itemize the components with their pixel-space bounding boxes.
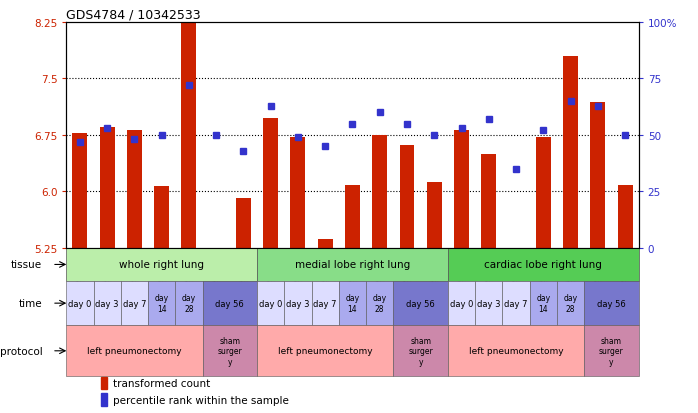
Text: day 56: day 56 [406, 299, 435, 308]
Bar [148, 281, 175, 326]
Bar [209, 249, 223, 251]
Text: day
14: day 14 [155, 294, 169, 313]
Text: day 7: day 7 [123, 299, 146, 308]
Text: day 56: day 56 [216, 299, 244, 308]
Text: left pneumonectomy: left pneumonectomy [87, 347, 181, 356]
Bar [257, 326, 394, 376]
Text: sham
surger
y: sham surger y [408, 336, 433, 366]
Text: whole right lung: whole right lung [119, 260, 205, 270]
Bar [482, 154, 496, 249]
Text: day 0: day 0 [450, 299, 473, 308]
Text: day 7: day 7 [504, 299, 528, 308]
Bar [73, 134, 87, 249]
Bar [181, 15, 196, 249]
Bar [284, 281, 311, 326]
Text: day 56: day 56 [597, 299, 626, 308]
Bar [448, 249, 639, 281]
Text: day
28: day 28 [563, 294, 577, 313]
Text: medial lobe right lung: medial lobe right lung [295, 260, 410, 270]
Bar [66, 281, 94, 326]
Text: time: time [19, 299, 43, 309]
Bar [263, 119, 279, 249]
Text: day 0: day 0 [259, 299, 283, 308]
Text: day
28: day 28 [373, 294, 387, 313]
Bar [101, 377, 107, 389]
Bar [584, 281, 639, 326]
Text: day 3: day 3 [477, 299, 500, 308]
Text: day 7: day 7 [313, 299, 337, 308]
Bar [503, 281, 530, 326]
Bar [557, 281, 584, 326]
Text: left pneumonectomy: left pneumonectomy [278, 347, 373, 356]
Text: cardiac lobe right lung: cardiac lobe right lung [484, 260, 602, 270]
Text: day 3: day 3 [286, 299, 310, 308]
Text: day
14: day 14 [346, 294, 359, 313]
Bar [584, 326, 639, 376]
Text: day
14: day 14 [536, 294, 550, 313]
Text: day 0: day 0 [68, 299, 91, 308]
Bar [236, 198, 251, 249]
Bar [475, 281, 503, 326]
Bar [366, 281, 394, 326]
Bar [618, 186, 632, 249]
Text: sham
surger
y: sham surger y [218, 336, 242, 366]
Bar [100, 128, 114, 249]
Bar [563, 57, 578, 249]
Text: left pneumonectomy: left pneumonectomy [469, 347, 563, 356]
Bar [311, 281, 339, 326]
Bar [345, 186, 360, 249]
Bar [339, 281, 366, 326]
Text: tissue: tissue [11, 260, 43, 270]
Bar [66, 326, 202, 376]
Bar [394, 326, 448, 376]
Text: protocol: protocol [0, 346, 43, 356]
Bar [127, 131, 142, 249]
Bar [448, 281, 475, 326]
Bar [121, 281, 148, 326]
Bar [290, 138, 306, 249]
Bar [372, 135, 387, 249]
Bar [509, 249, 524, 251]
Bar [530, 281, 557, 326]
Bar [154, 187, 169, 249]
Bar [94, 281, 121, 326]
Bar [448, 326, 584, 376]
Text: transformed count: transformed count [112, 378, 210, 388]
Bar [399, 146, 415, 249]
Bar [257, 281, 284, 326]
Bar [202, 281, 257, 326]
Bar [101, 393, 107, 406]
Bar [426, 182, 442, 249]
Bar [394, 281, 448, 326]
Bar [591, 103, 605, 249]
Text: sham
surger
y: sham surger y [599, 336, 624, 366]
Bar [175, 281, 202, 326]
Bar [318, 240, 333, 249]
Text: GDS4784 / 10342533: GDS4784 / 10342533 [66, 9, 201, 21]
Text: day 3: day 3 [96, 299, 119, 308]
Text: percentile rank within the sample: percentile rank within the sample [112, 395, 288, 405]
Bar [66, 249, 257, 281]
Bar [202, 326, 257, 376]
Bar [454, 131, 469, 249]
Bar [536, 138, 551, 249]
Bar [257, 249, 448, 281]
Text: day
28: day 28 [182, 294, 196, 313]
